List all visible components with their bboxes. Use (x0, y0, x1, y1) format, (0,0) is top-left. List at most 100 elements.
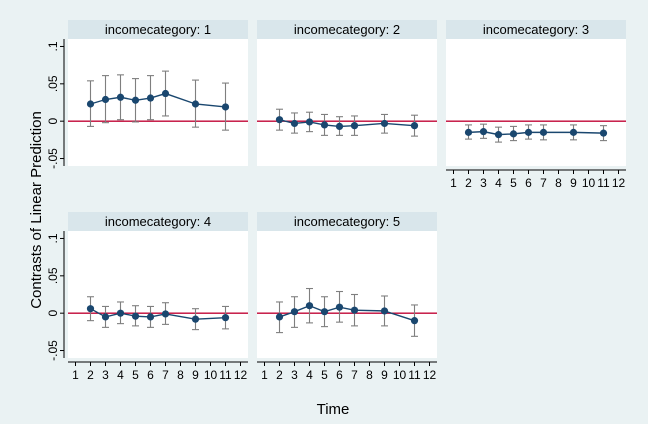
x-tick-label: 9 (192, 368, 199, 382)
plot-area (257, 39, 437, 166)
data-point (320, 308, 329, 316)
panel-strip (257, 20, 437, 39)
plot-area (446, 39, 626, 166)
y-axis-title: Contrasts of Linear Prediction (28, 111, 45, 309)
data-point (131, 96, 140, 104)
x-tick-label: 12 (234, 368, 248, 382)
x-tick-label: 4 (117, 368, 124, 382)
data-point (524, 128, 533, 136)
x-tick-label: 12 (612, 176, 626, 190)
panel-2: incomecategory: 2 (257, 20, 437, 166)
x-tick-label: 4 (495, 176, 502, 190)
x-tick-label: 3 (480, 176, 487, 190)
x-tick-label: 1 (261, 368, 268, 382)
data-point (101, 95, 110, 104)
x-tick-label: 10 (582, 176, 596, 190)
x-tick-label: 11 (408, 368, 421, 382)
panel-title: incomecategory: 1 (105, 22, 211, 37)
x-axis-title: Time (317, 401, 350, 418)
panel-5: incomecategory: 51 2 3 4 5 6 7 8 9 10 11 12 (257, 212, 437, 382)
x-tick-label: 9 (381, 368, 388, 382)
data-point (275, 116, 284, 124)
y-tick-label: -.05 (46, 148, 60, 169)
x-tick-label: 8 (555, 176, 562, 190)
y-tick-label: .05 (46, 75, 60, 92)
plot-area (68, 231, 248, 358)
plot-area (68, 39, 248, 166)
y-tick-label: .1 (46, 41, 60, 51)
x-tick-label: 4 (306, 368, 313, 382)
data-point (380, 307, 389, 315)
data-point (599, 129, 608, 137)
data-point (305, 118, 314, 126)
data-point (410, 317, 419, 325)
y-tick-label: .05 (46, 267, 60, 284)
data-point (509, 130, 518, 138)
x-tick-label: 8 (177, 368, 184, 382)
panel-1: incomecategory: 1 -.05 0 .05 .1 (46, 20, 248, 169)
panel-strip (68, 212, 248, 231)
data-point (464, 128, 473, 136)
y-tick-label: 0 (46, 310, 60, 317)
data-point (146, 313, 155, 321)
panel-strip (257, 212, 437, 231)
data-point (131, 312, 140, 320)
data-point (479, 128, 488, 136)
panel-strip (68, 20, 248, 39)
data-point (275, 313, 284, 321)
data-point (221, 314, 230, 322)
data-point (290, 308, 299, 316)
panel-title: incomecategory: 4 (105, 214, 211, 229)
data-point (290, 119, 299, 128)
data-point (569, 128, 578, 136)
data-point (191, 100, 200, 108)
data-point (305, 302, 314, 310)
plot-area (257, 231, 437, 358)
panels-layer: incomecategory: 1-.050.05.1incomecategor… (46, 20, 626, 382)
x-tick-label: 7 (351, 368, 358, 382)
data-point (146, 94, 155, 102)
data-point (335, 122, 344, 131)
data-point (221, 103, 230, 111)
x-tick-label: 7 (162, 368, 169, 382)
y-tick-label: 0 (46, 118, 60, 125)
y-tick-label: -.05 (46, 340, 60, 361)
data-point (116, 309, 125, 317)
data-point (494, 131, 503, 139)
panel-3: incomecategory: 31 2 3 4 5 6 7 8 9 10 11 12 (446, 20, 626, 190)
panel-4: incomecategory: 4-.050.05.11 2 3 4 5 6 7 8 9 10 11… (46, 212, 248, 382)
data-point (410, 122, 419, 130)
data-point (350, 122, 359, 130)
x-tick-label: 6 (336, 368, 343, 382)
panel-title: incomecategory: 3 (483, 22, 589, 37)
x-tick-label: 11 (597, 176, 610, 190)
y-tick-label: .1 (46, 233, 60, 243)
panel-strip (446, 20, 626, 39)
x-tick-label: 1 (450, 176, 457, 190)
data-point (86, 305, 95, 313)
x-tick-label: 2 (87, 368, 94, 382)
x-tick-label: 11 (219, 368, 232, 382)
x-tick-label: 3 (102, 368, 109, 382)
x-tick-label: 9 (570, 176, 577, 190)
x-tick-label: 5 (321, 368, 328, 382)
x-tick-label: 3 (291, 368, 298, 382)
data-point (380, 119, 389, 128)
x-tick-label: 12 (423, 368, 437, 382)
x-tick-label: 6 (525, 176, 532, 190)
data-point (101, 313, 110, 321)
data-point (350, 306, 359, 314)
panel-title: incomecategory: 2 (294, 22, 400, 37)
data-point (86, 100, 95, 108)
data-point (191, 315, 200, 323)
data-point (335, 303, 344, 311)
x-tick-label: 5 (510, 176, 517, 190)
data-point (116, 93, 125, 101)
x-tick-label: 10 (204, 368, 218, 382)
x-tick-label: 7 (540, 176, 547, 190)
x-tick-label: 5 (132, 368, 139, 382)
x-tick-label: 1 (72, 368, 79, 382)
data-point (320, 121, 329, 129)
